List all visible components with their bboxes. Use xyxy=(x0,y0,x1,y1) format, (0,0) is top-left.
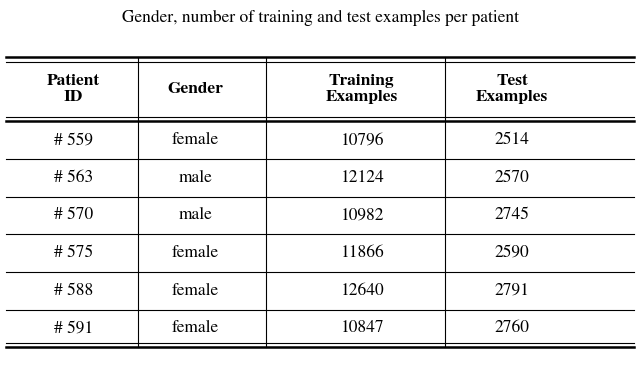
Text: male: male xyxy=(179,207,212,223)
Text: # 575: # 575 xyxy=(54,245,93,261)
Text: 2514: 2514 xyxy=(495,132,529,148)
Text: female: female xyxy=(172,283,219,299)
Text: Test
Examples: Test Examples xyxy=(476,74,548,104)
Text: # 591: # 591 xyxy=(54,320,93,336)
Text: Training
Examples: Training Examples xyxy=(326,74,397,104)
Text: # 570: # 570 xyxy=(54,207,93,223)
Text: 12640: 12640 xyxy=(340,283,383,299)
Text: male: male xyxy=(179,170,212,186)
Text: 2570: 2570 xyxy=(495,170,529,186)
Text: Gender, number of training and test examples per patient: Gender, number of training and test exam… xyxy=(122,10,518,26)
Text: 10982: 10982 xyxy=(340,207,383,223)
Text: 12124: 12124 xyxy=(340,170,383,186)
Text: Patient
ID: Patient ID xyxy=(47,74,100,104)
Text: # 563: # 563 xyxy=(54,170,93,186)
Text: female: female xyxy=(172,320,219,336)
Text: # 559: # 559 xyxy=(54,132,93,148)
Text: Gender: Gender xyxy=(167,82,223,96)
Text: 2791: 2791 xyxy=(495,283,529,299)
Text: 10847: 10847 xyxy=(340,320,383,336)
Text: 11866: 11866 xyxy=(340,245,383,261)
Text: 2590: 2590 xyxy=(495,245,529,261)
Text: female: female xyxy=(172,132,219,148)
Text: 10796: 10796 xyxy=(340,132,383,148)
Text: female: female xyxy=(172,245,219,261)
Text: 2745: 2745 xyxy=(495,207,529,223)
Text: # 588: # 588 xyxy=(54,283,93,299)
Text: 2760: 2760 xyxy=(495,320,529,336)
